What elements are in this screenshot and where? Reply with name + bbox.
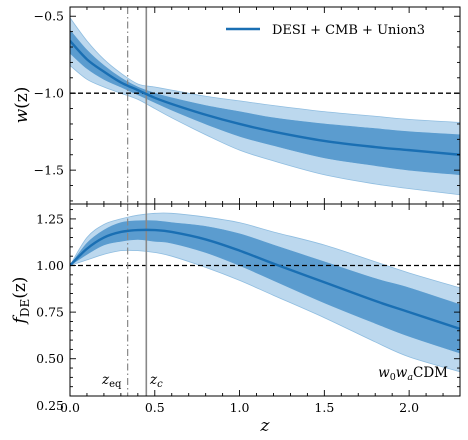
bottom-ticks: 0.25 0.50 0.75 1.00 1.25 0.0 0.5 1.0 1.5 2.0 <box>36 204 461 415</box>
top-1sigma-band <box>70 29 460 176</box>
bottom-ylabel: fDE(z) <box>10 277 32 326</box>
z-eq-label: zeq <box>101 372 122 390</box>
top-ylabel-arg: (z) <box>12 87 32 109</box>
x-axis-label: z <box>260 416 271 436</box>
bottom-1sigma-band <box>70 220 460 354</box>
x-tick-label: 2.0 <box>399 400 419 415</box>
top-median-line <box>70 40 460 156</box>
bottom-frame <box>69 203 461 397</box>
y-tick-label: −1.5 <box>34 163 64 178</box>
bottom-median-line <box>70 228 460 331</box>
y-tick-label: 0.50 <box>36 351 64 366</box>
x-tick-label: 1.0 <box>230 400 250 415</box>
bottom-2sigma-band <box>70 212 460 373</box>
legend: DESI + CMB + Union3 <box>226 23 425 38</box>
legend-label: DESI + CMB + Union3 <box>272 23 425 38</box>
x-tick-label: 0.5 <box>145 400 165 415</box>
top-ylabel-main: w <box>12 108 32 123</box>
y-tick-label: −0.5 <box>34 9 64 24</box>
x-tick-label: 0.0 <box>60 400 80 415</box>
y-tick-label: 1.25 <box>36 211 64 226</box>
top-panel: −0.5 −1.0 −1.5 DESI + CMB + Union3 w(z) <box>12 6 461 205</box>
top-ylabel: w(z) <box>12 87 32 124</box>
z-c-label: zc <box>149 372 163 390</box>
y-tick-label: 0.75 <box>36 305 64 320</box>
model-label: w0waCDM <box>378 365 448 383</box>
y-tick-label: 1.00 <box>36 258 64 273</box>
bottom-panel: 0.250.500.751.001.250.0 0.5 1.0 1.5 2.0 zeq … <box>10 203 461 436</box>
y-tick-label: 0.25 <box>36 398 64 413</box>
y-tick-label: −1.0 <box>34 86 64 101</box>
x-tick-label: 1.5 <box>314 400 334 415</box>
top-ticks: −0.5 −1.0 −1.5 <box>34 7 461 204</box>
